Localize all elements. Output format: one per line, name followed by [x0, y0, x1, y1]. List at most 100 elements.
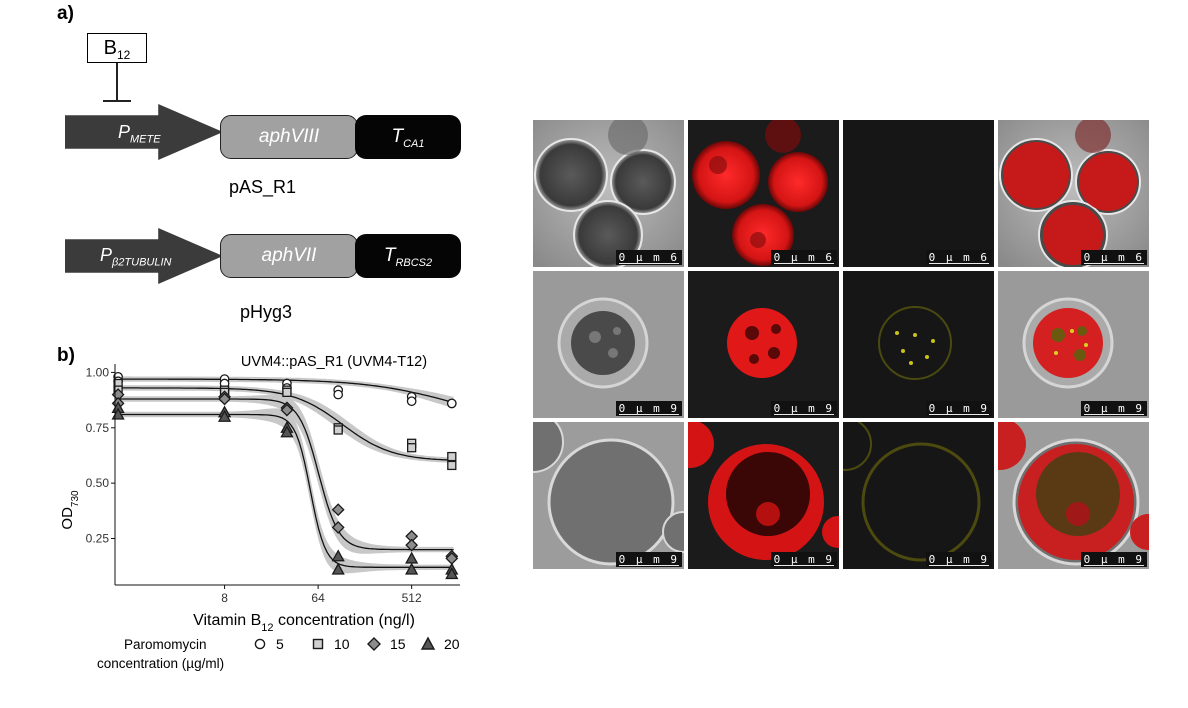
scale-bar-r3c1: 0 µ m 9	[615, 552, 682, 567]
x-label-rest: concentration (ng/l)	[274, 612, 415, 629]
legend-entries: 5 10 15 20	[254, 636, 460, 652]
plasmid-name-pas-r1: pAS_R1	[229, 177, 297, 197]
terminator-ca1-sub: CA1	[403, 137, 425, 150]
point-series-15	[331, 521, 345, 534]
legend-symbol-15	[367, 637, 381, 651]
y-label-main: OD	[59, 507, 76, 530]
y-tick-label: 0.25	[86, 532, 110, 546]
x-label-sub: 12	[261, 622, 273, 634]
merge-image-r2	[998, 271, 1149, 418]
scale-bar-r1c4: 0 µ m 6	[1080, 250, 1147, 265]
promoter-tubulin-sub: β2TUBULIN	[112, 256, 172, 269]
yfp-image-r2	[843, 271, 994, 418]
point-series-15	[280, 403, 294, 417]
data-points	[111, 372, 459, 580]
point-series-20	[217, 409, 232, 422]
micrograph-r1-brightfield: 0 µ m 6	[533, 120, 684, 267]
scale-bar-r2c3: 0 µ m 9	[925, 401, 992, 416]
legend-label-10: 10	[334, 636, 350, 652]
micrograph-r2-merge: 0 µ m 9	[998, 271, 1149, 418]
point-series-10	[333, 425, 343, 435]
promoter-tubulin-main: P	[100, 245, 113, 265]
micrograph-r3-chlorophyll: 0 µ m 9	[688, 422, 839, 569]
point-series-20	[280, 425, 294, 438]
scale-bar-r1c2: 0 µ m 6	[770, 250, 837, 265]
point-series-15	[405, 538, 419, 552]
legend-symbol-10	[312, 638, 324, 650]
terminator-rbcs2-sub: RBCS2	[395, 256, 433, 269]
repression-bar	[103, 100, 131, 102]
b12-subscript: 12	[116, 48, 131, 62]
repression-line	[116, 63, 118, 101]
legend-label-20: 20	[444, 636, 460, 652]
gene-aphviii: aphVIII	[220, 115, 358, 159]
panel-a-label: a)	[57, 3, 74, 24]
point-series-20	[331, 549, 345, 562]
chlorophyll-image-r2	[688, 271, 839, 418]
y-tick-label: 1.00	[86, 365, 110, 379]
plasmid-name-phyg3: pHyg3	[240, 302, 293, 322]
micrograph-r3-yfp: 0 µ m 9	[843, 422, 994, 569]
x-tick-label: 64	[311, 591, 325, 605]
legend-symbol-5	[254, 638, 266, 650]
terminator-rbcs2: TRBCS2	[355, 234, 461, 278]
point-series-15	[331, 503, 345, 517]
point-series-10	[447, 451, 457, 462]
brightfield-image-r1	[533, 120, 684, 267]
legend-title-line2: concentration (µg/ml)	[97, 656, 225, 671]
gene-aphvii: aphVII	[220, 234, 358, 278]
chlorophyll-image-r3	[688, 422, 839, 569]
dose-response-chart: UVM4::pAS_R1 (UVM4-T12) 0.25 0.50 0.75 1.00…	[59, 354, 460, 634]
merge-image-r1	[998, 120, 1149, 267]
point-series-5	[446, 398, 457, 409]
point-series-10	[282, 387, 292, 398]
legend-title-line1: Paromomycin	[124, 637, 207, 652]
point-series-5	[406, 396, 417, 407]
scale-bar-r2c4: 0 µ m 9	[1080, 401, 1147, 416]
scale-bar-r2c2: 0 µ m 9	[770, 401, 837, 416]
promoter-label-tubulin: Pβ2TUBULIN	[100, 245, 171, 269]
microscopy-grid: 0 µ m 6 0 µ m 6 0 µ m 6 0 µ m 6	[533, 120, 1150, 569]
scale-bar-r1c1: 0 µ m 6	[615, 250, 682, 265]
promoter-mete-main: P	[118, 122, 131, 142]
x-label-main: Vitamin B	[193, 612, 261, 629]
scale-bar-r1c3: 0 µ m 6	[925, 250, 992, 265]
scale-bar-r3c3: 0 µ m 9	[925, 552, 992, 567]
panel-b-label: b)	[57, 345, 75, 366]
point-series-10	[407, 443, 417, 453]
b12-text: B	[103, 37, 117, 59]
scale-bar-r3c2: 0 µ m 9	[770, 552, 837, 567]
legend-symbol-20	[420, 636, 436, 650]
y-tick-label: 0.75	[86, 421, 110, 435]
point-series-20	[405, 551, 419, 564]
scale-bar-r2c1: 0 µ m 9	[615, 401, 682, 416]
promoter-mete-sub: METE	[130, 133, 161, 146]
confidence-band-5	[116, 376, 454, 409]
micrograph-r1-merge: 0 µ m 6	[998, 120, 1149, 267]
legend-label-15: 15	[390, 636, 406, 652]
point-series-5	[333, 389, 344, 400]
yfp-image-r3	[843, 422, 994, 569]
confidence-band-10	[116, 385, 454, 463]
micrograph-r2-yfp: 0 µ m 9	[843, 271, 994, 418]
merge-image-r3	[998, 422, 1149, 569]
y-axis-label: OD730	[59, 490, 81, 530]
scale-bar-r3c4: 0 µ m 9	[1080, 552, 1147, 567]
confidence-bands	[116, 376, 454, 574]
chlorophyll-image-r1	[688, 120, 839, 267]
micrograph-r2-brightfield: 0 µ m 9	[533, 271, 684, 418]
chart-title: UVM4::pAS_R1 (UVM4-T12)	[241, 354, 427, 370]
micrograph-r3-brightfield: 0 µ m 9	[533, 422, 684, 569]
terminator-rbcs2-main: T	[383, 245, 396, 266]
micrograph-r3-merge: 0 µ m 9	[998, 422, 1149, 569]
y-label-sub: 730	[70, 490, 81, 507]
fit-curve-20	[116, 413, 454, 568]
x-axis-label: Vitamin B12 concentration (ng/l)	[193, 612, 415, 634]
yfp-image-r1	[843, 120, 994, 267]
axes: 0.25 0.50 0.75 1.00 8 64 512	[86, 364, 460, 605]
micrograph-r2-chlorophyll: 0 µ m 9	[688, 271, 839, 418]
legend-label-5: 5	[276, 636, 284, 652]
promoter-label-mete: PMETE	[118, 122, 161, 146]
micrograph-r1-chlorophyll: 0 µ m 6	[688, 120, 839, 267]
brightfield-image-r2	[533, 271, 684, 418]
